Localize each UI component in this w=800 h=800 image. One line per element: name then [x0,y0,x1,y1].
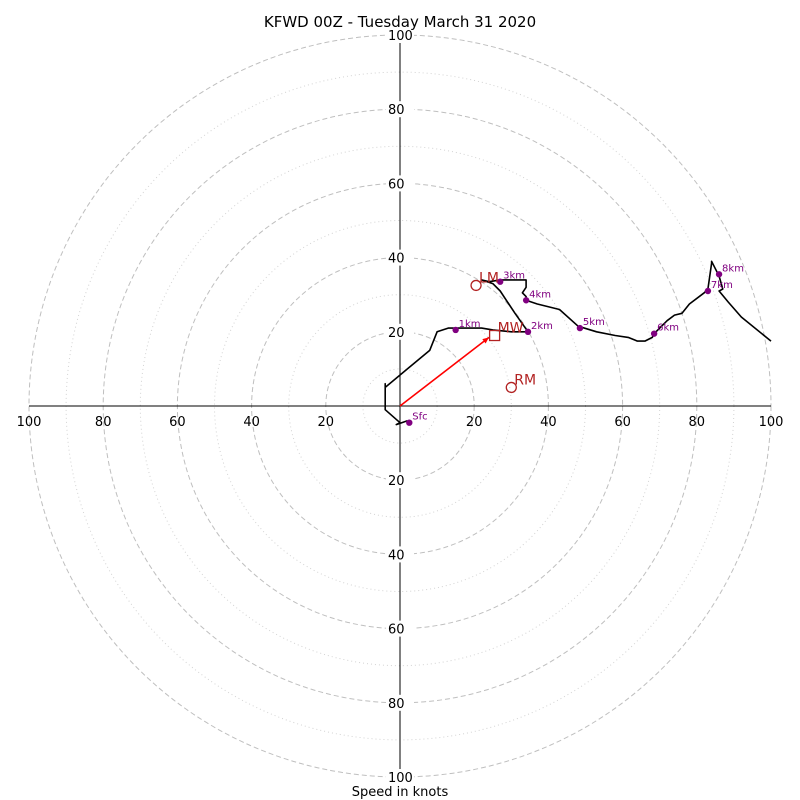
y-tick-label: 100 [388,29,413,44]
y-tick-label: 40 [388,548,405,563]
y-tick-label: 20 [388,474,405,489]
y-tick-label: 100 [388,771,413,786]
axes: 100 80 60 40 20 20 40 60 80 100 100 80 60 40 20 20 40 60 8… [17,27,784,786]
x-tick-label: 20 [466,415,483,430]
y-tick-label: 80 [388,103,405,118]
storm-motion-marker [470,279,482,292]
y-tick-background [386,546,414,563]
y-tick-label: 60 [388,623,405,638]
y-tick-label: 80 [388,697,405,712]
storm-motion-markers: LM MW RM [470,270,536,394]
x-tick-label: 80 [95,415,112,430]
height-marker-label: 7km [711,280,733,291]
height-marker [576,324,584,332]
chart-title: KFWD 00Z - Tuesday March 31 2020 [264,13,536,31]
x-tick-label: 100 [17,415,42,430]
y-tick-background [386,175,414,192]
x-tick-label: 60 [614,415,631,430]
storm-motion-marker [505,381,517,394]
height-markers: Sfc 1km 2km 3km 4km 5km 6km 7km 8km [406,263,744,426]
y-tick-background [386,27,414,43]
height-marker [522,297,530,304]
mean-wind-vector [399,336,490,407]
height-marker-label: 1km [459,319,481,330]
storm-motion-label: RM [514,372,536,388]
height-marker [406,419,413,426]
storm-motion-label: LM [479,270,499,286]
mean-wind-arrowhead [482,337,489,344]
x-axis-label: Speed in knots [352,785,449,800]
height-marker [715,271,723,278]
height-marker-label: 4km [529,289,551,300]
y-tick-label: 60 [388,177,405,192]
height-marker-label: 5km [583,317,605,328]
x-tick-label: 20 [318,415,335,430]
y-tick-label: 40 [388,252,405,267]
x-tick-label: 40 [540,415,557,430]
y-tick-background [386,101,414,118]
y-tick-background [386,620,414,637]
x-tick-label: 60 [169,415,186,430]
height-marker-label: 6km [657,323,679,334]
y-tick-background [386,694,414,711]
x-tick-label: 100 [759,415,784,430]
height-marker [650,330,658,337]
x-tick-label: 80 [689,415,706,430]
height-marker [452,326,459,334]
height-marker [524,328,532,335]
y-tick-background [386,769,414,785]
height-marker-label: 3km [503,271,525,282]
y-tick-background [386,323,414,340]
height-marker-label: 2km [531,321,553,332]
y-tick-background [386,249,414,266]
x-tick-label: 40 [243,415,260,430]
y-tick-background [386,472,414,489]
height-marker [496,278,504,285]
y-tick-label: 20 [388,326,405,341]
height-marker-label: Sfc [412,412,427,423]
storm-motion-label: MW [498,321,524,337]
height-marker-label: 8km [722,263,744,274]
storm-motion-marker [488,329,501,342]
height-marker [704,287,712,295]
